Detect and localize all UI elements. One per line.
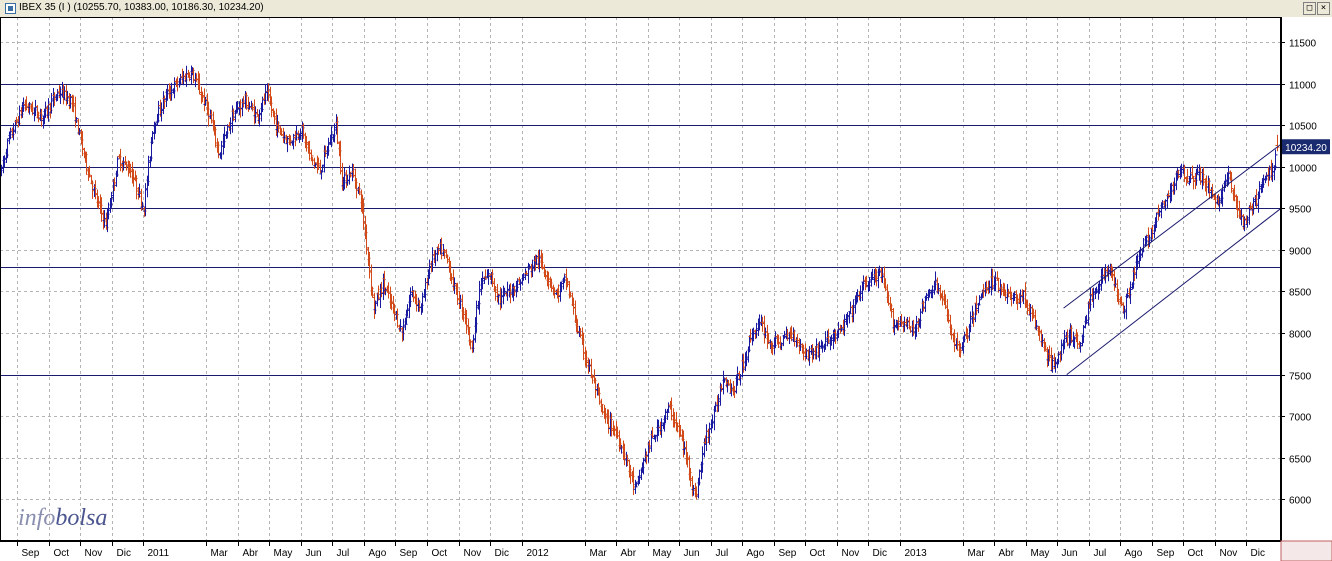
x-tick-label: Sep [22, 548, 40, 559]
x-tick-label: Ago [369, 548, 387, 559]
ohlc-bar [1112, 270, 1117, 292]
y-tick-label: 6000 [1289, 496, 1312, 507]
x-tick-label: May [274, 548, 293, 559]
x-tick-label: Dic [495, 548, 509, 559]
x-tick-label: Jul [1094, 548, 1107, 559]
y-tick-label: 9500 [1289, 205, 1312, 216]
x-tick-label: Jun [1062, 548, 1078, 559]
ohlc-bar [398, 319, 403, 332]
y-tick-label: 7000 [1289, 413, 1312, 424]
x-tick-label: Oct [810, 548, 826, 559]
y-tick-label: 7500 [1289, 372, 1312, 383]
watermark-bolsa: bolsa [55, 505, 107, 531]
x-tick-label: 2012 [527, 548, 550, 559]
y-axis-panel [1281, 17, 1332, 541]
y-tick-label: 8000 [1289, 330, 1312, 341]
x-tick-label: Mar [211, 548, 229, 559]
price-chart[interactable]: 11500 11000 10500 10000 9500 9000 8500 8000 7500… [0, 17, 1332, 561]
x-tick-label: Abr [243, 548, 259, 559]
y-tick-label: 8500 [1289, 288, 1312, 299]
x-tick-label: May [1031, 548, 1050, 559]
trend-channel [1063, 143, 1282, 376]
x-axis: Sep Oct Nov Dic 2011 Mar Abr May Jun Jul Ago Sep Oct… [17, 541, 1265, 559]
x-tick-label: Dic [873, 548, 887, 559]
x-tick-label: Mar [968, 548, 986, 559]
ohlc-bar [486, 268, 491, 285]
x-tick-label: Mar [590, 548, 608, 559]
x-tick-label: Jul [337, 548, 350, 559]
x-tick-label: Oct [1188, 548, 1204, 559]
x-tick-label: Oct [432, 548, 448, 559]
x-tick-label: Nov [1220, 548, 1238, 559]
x-tick-label: Sep [400, 548, 418, 559]
last-price-label [1282, 139, 1330, 155]
restore-button[interactable]: □ [1303, 2, 1316, 15]
channel-line-upper [1063, 143, 1282, 309]
ohlc-bar [847, 311, 852, 324]
y-axis: 11500 11000 10500 10000 9500 9000 8500 8000 7500… [1281, 39, 1317, 507]
corner-box [1280, 540, 1332, 561]
y-tick-label: 10500 [1289, 122, 1317, 133]
y-tick-label: 11500 [1289, 39, 1317, 50]
y-tick-label: 6500 [1289, 455, 1312, 466]
x-tick-label: May [653, 548, 672, 559]
watermark: infobolsa [18, 505, 107, 531]
x-tick-label: Abr [621, 548, 637, 559]
x-tick-label: Ago [747, 548, 765, 559]
x-tick-label: Jun [684, 548, 700, 559]
x-tick-label: Nov [464, 548, 482, 559]
window-title: IBEX 35 (I ) (10255.70, 10383.00, 10186.… [19, 2, 264, 13]
chart-window-icon [5, 3, 16, 14]
window-title-bar: IBEX 35 (I ) (10255.70, 10383.00, 10186.… [0, 0, 1332, 18]
last-price-value: 10234.20 [1285, 143, 1327, 154]
x-tick-label: Nov [85, 548, 103, 559]
y-tick-label: 11000 [1289, 81, 1317, 92]
x-tick-label: Sep [779, 548, 797, 559]
x-tick-label: 2011 [148, 548, 170, 559]
ohlc-bar [403, 317, 408, 331]
x-tick-label: Dic [117, 548, 131, 559]
ohlc-bar [502, 287, 507, 297]
ohlc-bar [115, 156, 120, 177]
ohlc-bar [404, 309, 409, 325]
ohlc-bar [309, 149, 314, 162]
y-tick-label: 10000 [1289, 164, 1317, 175]
x-tick-label: Nov [842, 548, 860, 559]
x-axis-panel [0, 541, 1281, 561]
x-tick-label: Dic [1251, 548, 1265, 559]
x-tick-label: Oct [54, 548, 70, 559]
ohlc-bar [1128, 281, 1133, 305]
plot-border [0, 17, 1281, 541]
ohlc-bars [0, 65, 1280, 500]
ohlc-bar [1273, 149, 1278, 171]
x-tick-label: Ago [1125, 548, 1143, 559]
x-tick-label: Abr [999, 548, 1015, 559]
ohlc-bar [276, 121, 281, 133]
y-tick-label: 9000 [1289, 247, 1312, 258]
channel-line-lower [1066, 207, 1282, 376]
watermark-info: info [18, 505, 55, 531]
ohlc-bar [977, 295, 982, 306]
plot-area [0, 17, 1281, 541]
ohlc-bar [1247, 205, 1252, 225]
x-tick-label: Jun [306, 548, 322, 559]
x-tick-label: Sep [1157, 548, 1175, 559]
ohlc-bar [74, 117, 79, 123]
ohlc-bar [1229, 171, 1234, 193]
x-tick-label: Jul [716, 548, 729, 559]
close-button[interactable]: × [1317, 2, 1330, 15]
x-tick-label: 2013 [905, 548, 928, 559]
